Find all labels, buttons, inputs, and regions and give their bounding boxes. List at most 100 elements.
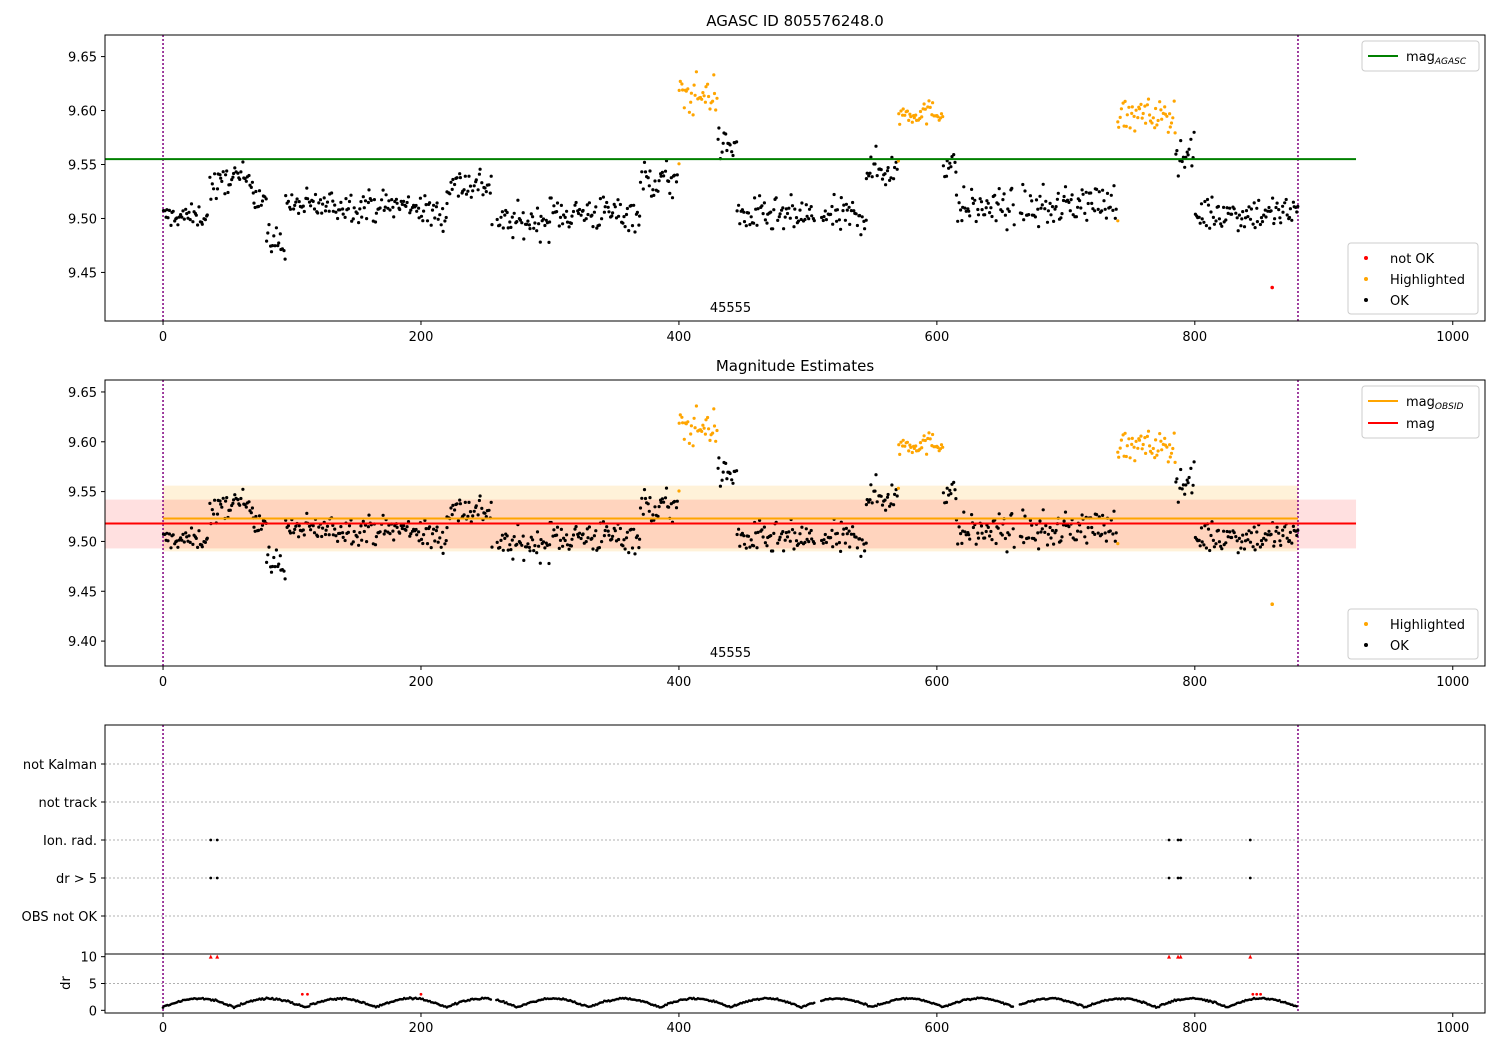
highlighted-point bbox=[703, 432, 708, 436]
ok-point bbox=[278, 554, 282, 558]
ok-point bbox=[194, 536, 198, 541]
ok-point bbox=[432, 527, 436, 531]
ok-point bbox=[212, 512, 216, 516]
ok-point bbox=[657, 505, 661, 509]
ok-point bbox=[598, 197, 603, 201]
panel-title: Magnitude Estimates bbox=[716, 357, 874, 375]
ok-point bbox=[728, 143, 732, 147]
ok-point bbox=[506, 548, 510, 552]
ok-point bbox=[843, 541, 848, 545]
ok-point bbox=[1203, 524, 1207, 528]
y-tick-label: 9.55 bbox=[68, 486, 97, 501]
ok-point bbox=[1267, 205, 1271, 210]
ok-point bbox=[963, 206, 967, 210]
highlighted-point bbox=[1123, 431, 1127, 435]
highlighted-point bbox=[707, 427, 711, 431]
ok-point bbox=[1021, 182, 1025, 187]
ok-point bbox=[293, 527, 297, 532]
ok-point bbox=[848, 545, 852, 549]
ok-point bbox=[561, 544, 565, 548]
highlighted-point bbox=[715, 428, 719, 433]
ok-point bbox=[1248, 217, 1253, 221]
ok-point bbox=[970, 196, 975, 200]
ok-point bbox=[672, 173, 677, 177]
ok-point bbox=[563, 215, 567, 219]
ok-point bbox=[1200, 217, 1204, 221]
ok-point bbox=[807, 217, 811, 221]
ok-point bbox=[859, 233, 863, 237]
ok-point bbox=[175, 216, 179, 220]
ok-point bbox=[1012, 545, 1016, 549]
ok-point bbox=[1271, 196, 1275, 200]
ok-point bbox=[256, 528, 261, 533]
ok-point bbox=[648, 496, 652, 500]
ok-point bbox=[278, 232, 282, 236]
ok-point bbox=[868, 498, 872, 502]
ok-point bbox=[895, 167, 899, 171]
ok-point bbox=[744, 546, 748, 550]
ok-point bbox=[532, 226, 536, 230]
ok-point bbox=[1255, 220, 1259, 224]
ok-point bbox=[405, 525, 409, 529]
ok-point bbox=[533, 544, 537, 548]
ok-point bbox=[297, 535, 301, 539]
ok-point bbox=[1102, 199, 1106, 203]
ok-point bbox=[625, 530, 630, 534]
panel-title: AGASC ID 805576248.0 bbox=[706, 12, 884, 30]
ok-point bbox=[191, 542, 195, 547]
ok-point bbox=[643, 496, 648, 501]
ok-point bbox=[1263, 208, 1267, 212]
ok-point bbox=[424, 527, 428, 531]
ok-point bbox=[1263, 532, 1267, 536]
ok-point bbox=[621, 544, 625, 548]
highlighted-point bbox=[927, 431, 931, 435]
ok-point bbox=[735, 532, 739, 537]
ok-point bbox=[587, 525, 592, 529]
ok-point bbox=[531, 215, 535, 219]
ok-point bbox=[667, 505, 671, 509]
ok-point bbox=[865, 171, 869, 175]
ok-point bbox=[576, 535, 581, 539]
ok-point bbox=[231, 501, 235, 505]
ok-point bbox=[176, 223, 180, 227]
ok-point bbox=[419, 214, 424, 218]
ok-point bbox=[740, 208, 745, 212]
ok-point bbox=[367, 513, 371, 517]
ok-point bbox=[742, 542, 747, 546]
flag-point bbox=[215, 876, 219, 880]
ok-point bbox=[947, 166, 951, 170]
ok-point bbox=[196, 223, 200, 227]
ok-point bbox=[500, 210, 504, 214]
ok-point bbox=[259, 203, 263, 207]
ok-point bbox=[313, 192, 318, 197]
highlighted-point bbox=[925, 452, 929, 456]
ok-point bbox=[1204, 224, 1208, 228]
ok-point bbox=[208, 501, 212, 505]
ok-point bbox=[622, 538, 626, 542]
ok-point bbox=[224, 173, 228, 177]
flag-points bbox=[161, 838, 1298, 1010]
ok-point bbox=[1097, 190, 1101, 194]
ok-point bbox=[635, 210, 640, 214]
ok-point bbox=[1267, 529, 1271, 533]
highlighted-point bbox=[1130, 442, 1134, 446]
ok-point bbox=[1285, 213, 1289, 217]
ok-point bbox=[1027, 536, 1031, 540]
ok-point bbox=[737, 203, 741, 207]
ok-point bbox=[448, 192, 452, 196]
highlighted-point bbox=[681, 421, 685, 425]
ok-point bbox=[225, 496, 229, 500]
ok-point bbox=[378, 206, 382, 210]
ok-point bbox=[1228, 530, 1232, 534]
ok-point bbox=[790, 204, 795, 208]
highlighted-point bbox=[1130, 436, 1134, 440]
ok-point bbox=[489, 174, 493, 178]
ok-point bbox=[404, 528, 408, 532]
ok-point bbox=[800, 201, 804, 205]
ok-point bbox=[792, 225, 796, 229]
ok-point bbox=[250, 506, 254, 510]
ok-point bbox=[569, 544, 574, 548]
ok-point bbox=[571, 209, 576, 214]
ok-point bbox=[323, 532, 328, 537]
highlighted-point bbox=[1136, 116, 1140, 120]
